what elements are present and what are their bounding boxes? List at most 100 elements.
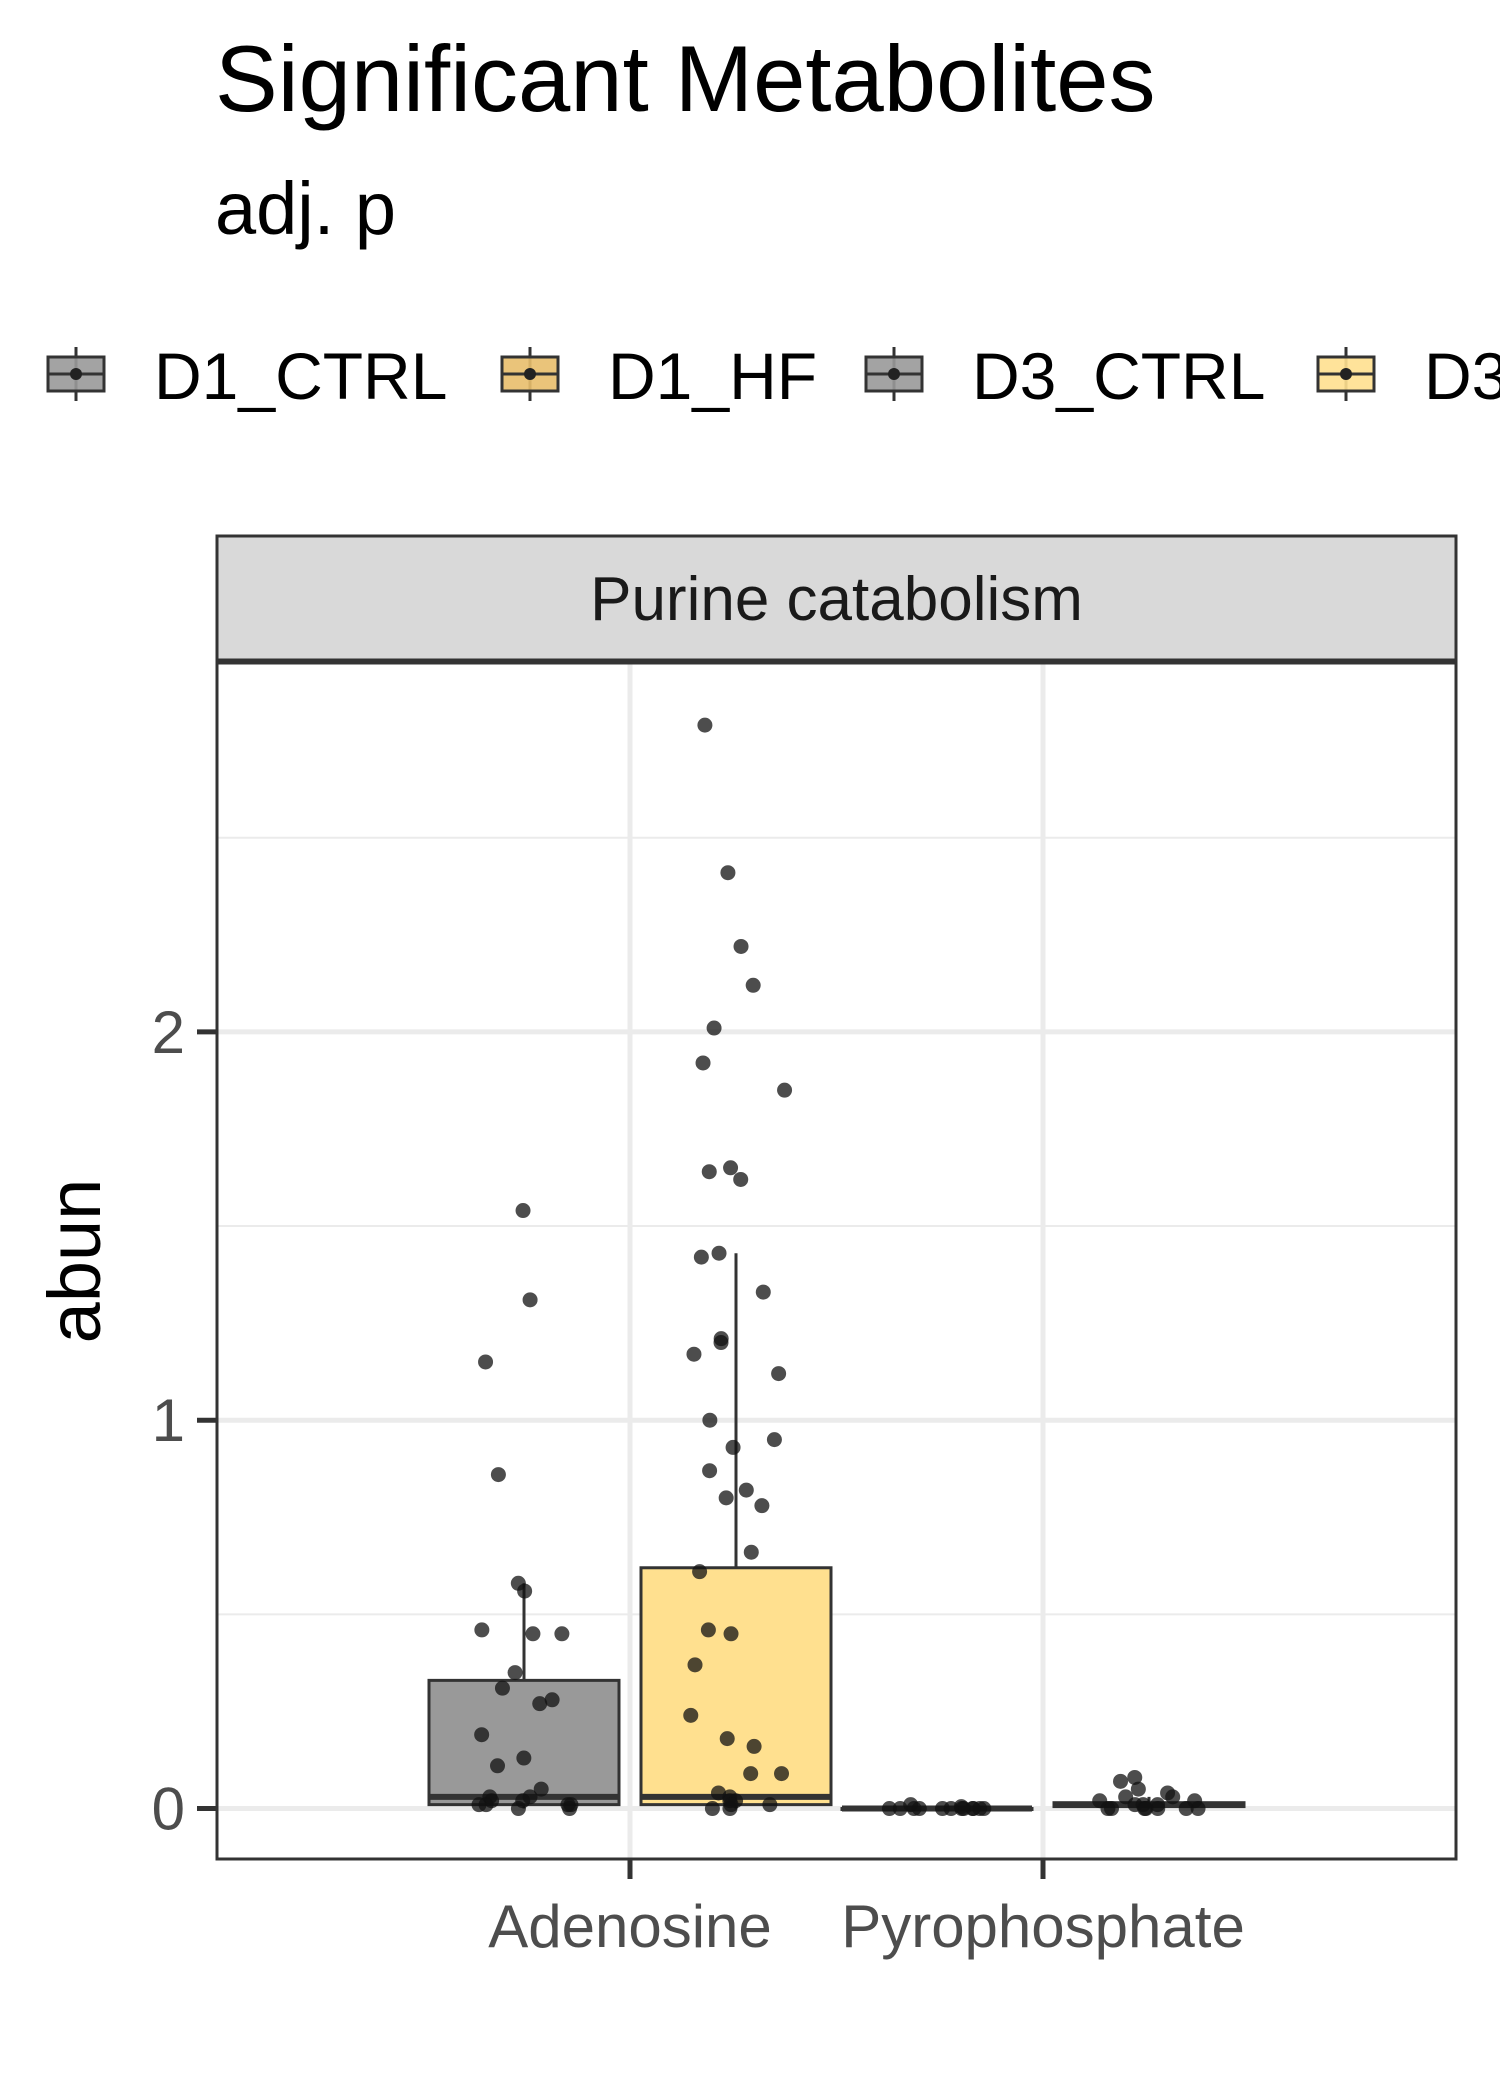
data-point bbox=[490, 1758, 506, 1774]
data-point bbox=[507, 1665, 523, 1681]
data-point bbox=[711, 1245, 727, 1261]
data-point bbox=[516, 1750, 532, 1766]
data-point bbox=[746, 1738, 762, 1754]
data-point bbox=[892, 1801, 908, 1817]
legend-key-point bbox=[1340, 368, 1352, 380]
data-point bbox=[693, 1249, 709, 1265]
legend-key bbox=[864, 347, 924, 401]
box-group-d3 bbox=[1052, 1769, 1246, 1817]
data-point bbox=[710, 1785, 726, 1801]
data-point bbox=[692, 1564, 708, 1580]
data-point bbox=[700, 1622, 716, 1638]
legend: D1_CTRL D1_HF D3_CTRL D3 bbox=[46, 339, 1500, 413]
data-point bbox=[774, 1766, 790, 1782]
y-tick-label: 0 bbox=[152, 1776, 185, 1843]
data-point bbox=[474, 1727, 490, 1743]
data-point bbox=[494, 1680, 510, 1696]
data-point bbox=[720, 865, 736, 881]
data-point bbox=[544, 1692, 560, 1708]
box-group-d1-hf bbox=[639, 717, 833, 1817]
data-point bbox=[743, 1766, 759, 1782]
data-point bbox=[738, 1482, 754, 1498]
data-point bbox=[723, 1626, 739, 1642]
data-point bbox=[766, 1432, 782, 1448]
data-point bbox=[965, 1801, 981, 1817]
data-point bbox=[704, 1801, 720, 1817]
y-axis: 0 1 2 abun bbox=[33, 999, 217, 1843]
data-point bbox=[515, 1203, 531, 1219]
legend-key-point bbox=[888, 368, 900, 380]
data-point bbox=[474, 1622, 490, 1638]
chart-subtitle: adj. p bbox=[215, 167, 397, 250]
data-point bbox=[1113, 1773, 1129, 1789]
data-point bbox=[733, 1171, 749, 1187]
facet-label: Purine catabolism bbox=[590, 565, 1083, 634]
data-point bbox=[683, 1707, 699, 1723]
legend-key bbox=[1316, 347, 1376, 401]
data-point bbox=[954, 1801, 970, 1817]
data-point bbox=[1150, 1801, 1166, 1817]
data-point bbox=[554, 1626, 570, 1642]
x-tick-label: Pyrophosphate bbox=[841, 1893, 1245, 1960]
box-body bbox=[639, 1566, 833, 1807]
facet-strip bbox=[215, 534, 1458, 662]
legend-label: D1_CTRL bbox=[154, 339, 447, 413]
box-group-d1-ctrl bbox=[427, 1203, 621, 1817]
data-point bbox=[702, 1463, 718, 1479]
data-point bbox=[722, 1801, 738, 1817]
data-point bbox=[1130, 1781, 1146, 1797]
legend-key bbox=[500, 347, 560, 401]
legend-key-point bbox=[524, 368, 536, 380]
box-body bbox=[427, 1678, 621, 1807]
data-point bbox=[478, 1797, 494, 1813]
data-point bbox=[934, 1801, 950, 1817]
data-point bbox=[719, 1731, 735, 1747]
data-point bbox=[733, 938, 749, 954]
legend-key bbox=[46, 347, 106, 401]
y-tick-label: 2 bbox=[152, 999, 185, 1066]
panel-border bbox=[215, 661, 1458, 1861]
data-point bbox=[911, 1801, 927, 1817]
legend-entry-d3-ctrl: D3_CTRL bbox=[864, 339, 1265, 413]
data-point bbox=[695, 1055, 711, 1071]
data-point bbox=[745, 977, 761, 993]
data-point bbox=[687, 1657, 703, 1673]
data-point bbox=[713, 1335, 729, 1351]
chart-title: Significant Metabolites bbox=[215, 26, 1156, 131]
data-point bbox=[881, 1801, 897, 1817]
data-point bbox=[490, 1467, 506, 1483]
data-point bbox=[725, 1439, 741, 1455]
data-point bbox=[762, 1797, 778, 1813]
data-point bbox=[533, 1781, 549, 1797]
gridlines bbox=[217, 663, 1456, 1859]
data-point bbox=[1104, 1801, 1120, 1817]
plot-panel: Purine catabolism 0 1 2 abun Adenosine Pyropho… bbox=[33, 534, 1458, 1960]
x-axis: Adenosine Pyrophosphate bbox=[488, 1859, 1245, 1960]
y-axis-title: abun bbox=[33, 1179, 116, 1344]
data-point bbox=[777, 1082, 793, 1098]
data-point bbox=[562, 1801, 578, 1817]
legend-label: D3 bbox=[1424, 339, 1500, 413]
data-point bbox=[697, 717, 713, 733]
data-point bbox=[754, 1498, 770, 1514]
legend-label: D3_CTRL bbox=[972, 339, 1265, 413]
data-point bbox=[771, 1366, 787, 1382]
data-point bbox=[701, 1164, 717, 1180]
data-point bbox=[522, 1292, 538, 1308]
data-point bbox=[718, 1490, 734, 1506]
legend-key-point bbox=[70, 368, 82, 380]
data-point bbox=[686, 1346, 702, 1362]
data-point bbox=[755, 1284, 771, 1300]
legend-entry-d1-hf: D1_HF bbox=[500, 339, 817, 413]
legend-label: D1_HF bbox=[608, 339, 817, 413]
data-point bbox=[510, 1801, 526, 1817]
data-point bbox=[702, 1412, 718, 1428]
y-tick-label: 1 bbox=[152, 1387, 185, 1454]
legend-entry-d1-ctrl: D1_CTRL bbox=[46, 339, 447, 413]
data-point bbox=[1178, 1801, 1194, 1817]
data-point bbox=[706, 1020, 722, 1036]
data-point bbox=[743, 1544, 759, 1560]
x-tick-label: Adenosine bbox=[488, 1893, 772, 1960]
box-group-d3-ctrl bbox=[840, 1797, 1034, 1817]
